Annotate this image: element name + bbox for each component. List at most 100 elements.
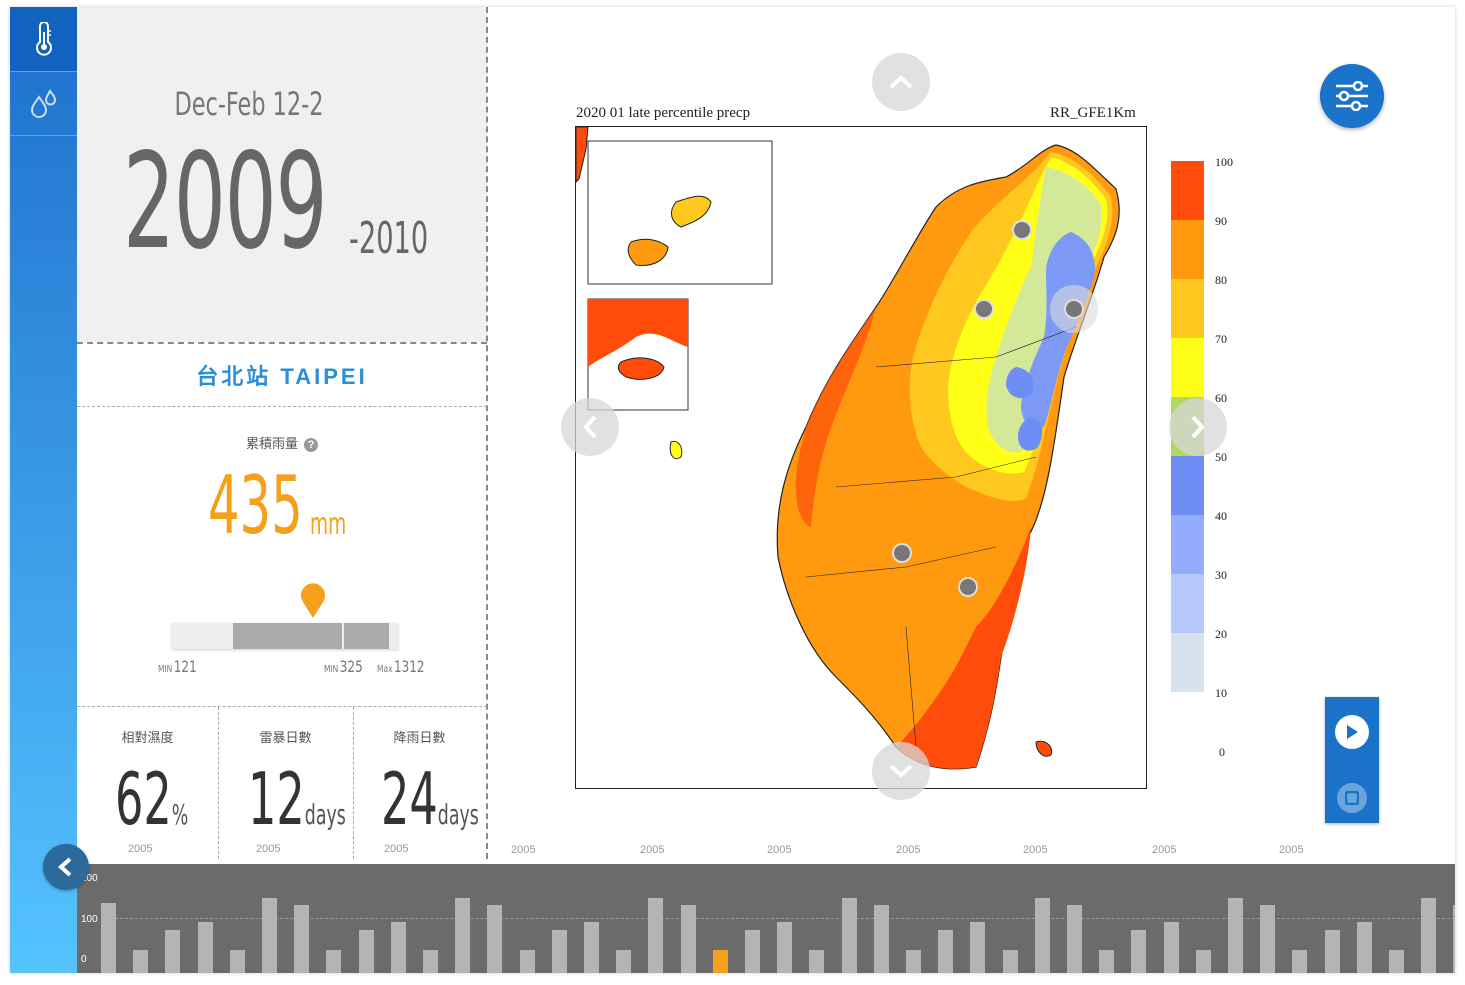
timeline-bar[interactable] [680, 904, 696, 973]
legend-label: 40 [1215, 509, 1227, 523]
range-min-label: MIN [158, 664, 173, 675]
timeline-bar[interactable] [229, 950, 245, 973]
divider [486, 7, 488, 859]
chevron-down-icon [889, 764, 913, 778]
timeline-y-label: 0 [81, 954, 87, 965]
timeline-bar[interactable] [1421, 897, 1437, 973]
timeline-bar[interactable] [1228, 897, 1243, 973]
stat-number: 24 [381, 757, 438, 841]
stop-button[interactable] [1337, 783, 1367, 813]
legend-label: 30 [1215, 568, 1227, 582]
nav-left-button[interactable] [561, 398, 619, 456]
timeline-bar[interactable] [1099, 950, 1115, 973]
timeline-bar[interactable] [1163, 922, 1179, 973]
timeline-bar[interactable] [906, 950, 921, 973]
legend-label: 50 [1215, 450, 1227, 464]
station-marker[interactable] [974, 299, 994, 319]
legend-label: 70 [1215, 332, 1227, 346]
range-marker [342, 623, 344, 649]
chevron-right-icon [1191, 415, 1205, 439]
stat-thunderstorm-days: 雷暴日數 12days 2005 [218, 707, 353, 859]
timeline-bar[interactable] [1260, 904, 1276, 973]
legend-label: 60 [1215, 391, 1227, 405]
stat-number: 62 [115, 757, 172, 841]
timeline-bar[interactable] [358, 929, 374, 973]
timeline-bar[interactable] [165, 929, 181, 973]
station-marker[interactable] [1012, 220, 1032, 240]
nav-up-button[interactable] [872, 53, 930, 111]
map-model-label: RR_GFE1Km [1050, 105, 1136, 121]
end-year: -2010 [349, 213, 429, 264]
taiwan-map [576, 127, 1120, 770]
axis-year-label: 2005 [767, 844, 792, 856]
station-marker[interactable] [958, 577, 978, 597]
timeline-bar[interactable] [1292, 950, 1308, 973]
timeline-chart[interactable]: 200 100 0 [77, 864, 1455, 973]
legend-label: 20 [1215, 627, 1227, 641]
axis-year-label: 2005 [896, 844, 921, 856]
start-year: 2009 [123, 125, 328, 279]
timeline-bar[interactable] [294, 904, 310, 973]
stat-year: 2005 [128, 843, 153, 855]
timeline-bar[interactable] [938, 929, 954, 973]
stat-number: 12 [248, 757, 305, 841]
timeline-bar[interactable] [616, 950, 632, 973]
station-marker-selected[interactable] [1064, 299, 1084, 319]
timeline-bar[interactable] [873, 904, 889, 973]
legend-swatch [1171, 220, 1204, 279]
range-mid: MIN325 [324, 657, 363, 676]
timeline-bar[interactable] [1389, 950, 1404, 973]
timeline-bar[interactable] [551, 929, 567, 973]
rainfall-label-text: 累積雨量 [245, 436, 298, 451]
timeline-bar[interactable] [1195, 950, 1211, 973]
stat-label: 雷暴日數 [259, 730, 312, 745]
period-panel: Dec-Feb 12-2 2009 -2010 [77, 7, 487, 342]
timeline-bar-selected[interactable] [712, 950, 728, 973]
stat-year: 2005 [384, 843, 409, 855]
nav-down-button[interactable] [872, 742, 930, 800]
nav-right-button[interactable] [1169, 398, 1227, 456]
timeline-bar[interactable] [970, 922, 986, 973]
timeline-bar[interactable] [584, 922, 599, 973]
timeline-bar[interactable] [487, 904, 503, 973]
timeline-bar[interactable] [262, 897, 277, 973]
timeline-bar[interactable] [197, 922, 213, 973]
play-button[interactable] [1335, 715, 1369, 749]
timeline-bar[interactable] [777, 922, 793, 973]
legend-swatch [1171, 338, 1204, 397]
timeline-bar[interactable] [841, 897, 857, 973]
back-button[interactable] [43, 844, 89, 890]
sidebar-item-rainfall[interactable] [10, 72, 77, 136]
chevron-left-icon [57, 857, 72, 877]
timeline-bar[interactable] [1131, 929, 1147, 973]
settings-button[interactable] [1320, 64, 1384, 128]
stat-year: 2005 [256, 843, 281, 855]
timeline-bar[interactable] [1324, 929, 1340, 973]
timeline-bar[interactable] [745, 929, 760, 973]
location-pin-icon [300, 583, 326, 624]
legend-label: 10 [1215, 686, 1227, 700]
stop-icon [1345, 791, 1359, 805]
help-icon[interactable]: ? [304, 438, 318, 452]
playback-controls [1325, 697, 1379, 823]
timeline-bar[interactable] [133, 950, 149, 973]
timeline-bar[interactable] [1002, 950, 1018, 973]
timeline-bar[interactable] [455, 897, 471, 973]
legend-label: 80 [1215, 273, 1227, 287]
timeline-bar[interactable] [1356, 922, 1372, 973]
timeline-bar[interactable] [519, 950, 535, 973]
timeline-bar[interactable] [326, 950, 342, 973]
precipitation-map[interactable] [575, 126, 1147, 789]
timeline-bar[interactable] [390, 922, 406, 973]
timeline-bar[interactable] [1067, 904, 1082, 973]
timeline-bar[interactable] [648, 897, 664, 973]
legend-swatch [1171, 279, 1204, 338]
station-marker[interactable] [892, 543, 912, 563]
sidebar-item-temperature[interactable] [10, 7, 77, 71]
timeline-bar[interactable] [1453, 904, 1455, 973]
timeline-bar[interactable] [423, 950, 438, 973]
legend-swatch [1171, 574, 1204, 633]
timeline-bar[interactable] [1034, 897, 1050, 973]
timeline-bar[interactable] [809, 950, 825, 973]
timeline-bar[interactable] [101, 902, 116, 973]
